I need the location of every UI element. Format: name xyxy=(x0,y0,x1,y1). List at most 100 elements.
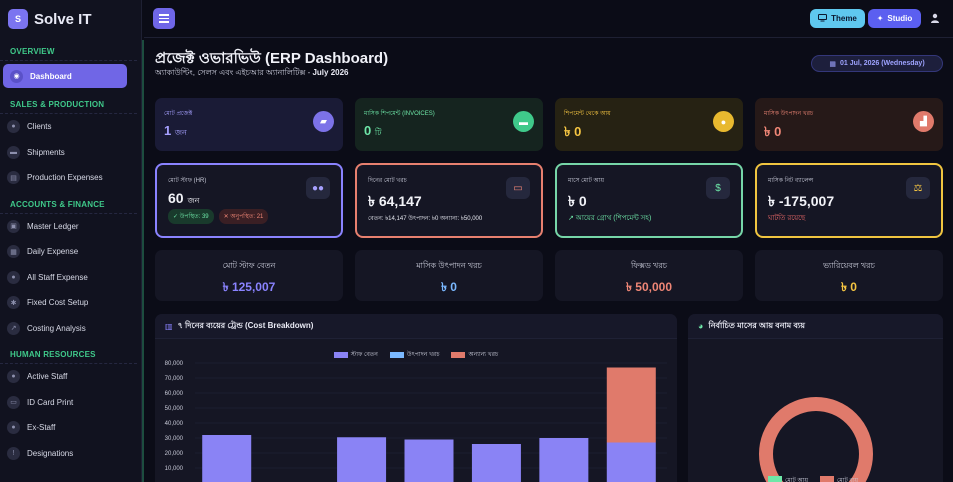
stat-card-footnote: ↗ আয়ের গ্রোথ (শিপমেন্ট সহ) xyxy=(568,215,652,222)
sidebar-item-all-staff-expense[interactable]: ● All Staff Expense xyxy=(0,265,141,291)
sidebar-item-ex-staff[interactable]: ● Ex-Staff xyxy=(0,415,141,441)
y-tick-label: 50,000 xyxy=(165,406,184,412)
sidebar-item-label: Master Ledger xyxy=(27,221,79,231)
bar[interactable] xyxy=(337,437,387,482)
kpi-card: মাসিক উৎপাদন খরচ ৳ 0 ▟ xyxy=(755,98,943,151)
summary-card: মোট স্টাফ বেতন ৳ 125,007 xyxy=(155,250,343,301)
stat-card-unit: জন xyxy=(187,196,200,205)
hamburger-icon-line xyxy=(159,21,169,23)
truck-icon: ▬ xyxy=(7,145,20,159)
donut-legend-swatch xyxy=(820,476,834,482)
attendance-chip: ✕ অনুপস্থিত: 21 xyxy=(218,209,269,224)
user-menu-icon[interactable] xyxy=(928,11,942,25)
kpi-card: মোট প্রজেক্ট 1 জন ▰ xyxy=(155,98,343,151)
stat-card-value-row: 60 জন xyxy=(168,190,330,208)
kpi-card-value: 0 xyxy=(364,123,372,138)
bar[interactable] xyxy=(606,442,656,482)
user-icon: ● xyxy=(7,120,20,134)
income-expense-panel-header: ◕ নির্বাচিত মাসের আয় বনাম ব্যয় xyxy=(688,314,943,339)
legend-swatch xyxy=(333,351,348,358)
donut-legend-swatch xyxy=(768,476,782,482)
users-icon: ● xyxy=(7,270,20,284)
summary-card-label: ফিক্সড খরচ xyxy=(630,261,668,270)
sparkle-icon: ✦ xyxy=(876,14,884,23)
stat-card-value: ৳ -175,007 xyxy=(768,193,835,209)
summary-card: মাসিক উৎপাদন খরচ ৳ 0 xyxy=(355,250,543,301)
summary-card-value: ৳ 50,000 xyxy=(625,280,672,294)
bar-chart-legend: স্টাফ বেতন উৎপাদন খরচ অন্যান্য খরচ xyxy=(155,349,677,360)
sidebar-item-dashboard[interactable]: ◉ Dashboard xyxy=(3,64,127,88)
sidebar-item-master-ledger[interactable]: ▣ Master Ledger xyxy=(0,214,141,240)
user-x-icon: ● xyxy=(7,421,20,435)
user-check-icon: ● xyxy=(7,370,20,384)
sidebar-section-title: SALES & PRODUCTION xyxy=(0,91,137,114)
stat-card-chips: ✓ উপস্থিত: 39 ✕ অনুপস্থিত: 21 xyxy=(168,209,269,224)
legend-swatch xyxy=(451,351,466,358)
income-expense-donut: মোট আয় মোট ব্যয় xyxy=(759,397,873,482)
date-badge[interactable]: ▦ 01 Jul, 2026 (Wednesday) xyxy=(811,55,943,72)
stat-card-value-row: ৳ 64,147 xyxy=(368,190,530,214)
sidebar-item-label: Costing Analysis xyxy=(27,323,86,333)
summary-card-value: ৳ 0 xyxy=(841,280,857,294)
money-icon: $ xyxy=(706,177,730,199)
sidebar-item-id-card-print[interactable]: ▭ ID Card Print xyxy=(0,390,141,416)
donut-slice[interactable] xyxy=(759,397,873,482)
stat-card-footnote: ঘাটতি রয়েছে xyxy=(768,215,806,222)
chart-icon: ↗ xyxy=(7,321,20,335)
legend-item[interactable]: স্টাফ বেতন xyxy=(333,349,378,360)
income-expense-title: নির্বাচিত মাসের আয় বনাম ব্যয় xyxy=(708,320,805,330)
bar[interactable] xyxy=(471,444,521,482)
sidebar-item-label: Designations xyxy=(27,448,74,458)
sidebar-item-daily-expense[interactable]: ▦ Daily Expense xyxy=(0,239,141,265)
studio-button-label: Studio xyxy=(887,14,913,23)
y-tick-label: 70,000 xyxy=(165,376,184,382)
stat-card-label: মোট স্টাফ (HR) xyxy=(168,178,207,184)
sidebar-section-title: ACCOUNTS & FINANCE xyxy=(0,191,137,214)
legend-item[interactable]: উৎপাদন খরচ xyxy=(389,349,439,360)
kpi-card-label: শিপমেন্ট থেকে আয় xyxy=(564,111,611,117)
receipt-icon: ▤ xyxy=(7,171,20,185)
sidebar-item-designations[interactable]: ! Designations xyxy=(0,441,141,467)
id-card-icon: ▭ xyxy=(7,395,20,409)
calendar-icon: ▦ xyxy=(7,245,20,259)
legend-swatch xyxy=(389,351,404,358)
bar[interactable] xyxy=(606,367,656,443)
menu-toggle-button[interactable] xyxy=(153,8,175,29)
summary-card-value: ৳ 125,007 xyxy=(222,280,276,294)
monitor-icon xyxy=(818,13,828,24)
stat-card: মাসিক নিট ব্যালেন্স ৳ -175,007 ⚖ ঘাটতি রয… xyxy=(755,163,943,238)
stat-card-footnote: বেতন: ৳14,147 উৎপাদন: ৳0 অন্যান্য: ৳50,0… xyxy=(368,216,483,222)
bar[interactable] xyxy=(404,439,454,482)
income-expense-panel: ◕ নির্বাচিত মাসের আয় বনাম ব্যয় মোট আয়… xyxy=(688,314,943,482)
badge-icon: ! xyxy=(7,446,20,460)
summary-card: ভ্যারিয়েবল খরচ ৳ 0 xyxy=(755,250,943,301)
y-tick-label: 30,000 xyxy=(165,436,184,442)
speedometer-icon: ◉ xyxy=(10,69,23,83)
sidebar-item-costing-analysis[interactable]: ↗ Costing Analysis xyxy=(0,316,141,342)
cost-bar-chart: 10,000 20,000 30,000 40,000 50,000 60,000 70,0… xyxy=(165,361,667,482)
sidebar-item-fixed-cost-setup[interactable]: ✱ Fixed Cost Setup xyxy=(0,290,141,316)
kpi-card-value-row: ৳ 0 xyxy=(564,123,734,144)
brand[interactable]: S Solve IT xyxy=(0,0,141,38)
factory-icon: ▟ xyxy=(913,111,934,132)
brand-name: Solve IT xyxy=(34,10,92,28)
bar[interactable] xyxy=(539,438,589,482)
sidebar-item-shipments[interactable]: ▬ Shipments xyxy=(0,140,141,166)
theme-button[interactable]: Theme xyxy=(810,9,865,28)
sidebar-item-label: Active Staff xyxy=(27,372,68,382)
kpi-card-value-row: 1 জন xyxy=(164,123,334,140)
studio-button[interactable]: ✦ Studio xyxy=(868,9,921,28)
sidebar-item-active-staff[interactable]: ● Active Staff xyxy=(0,364,141,390)
page-subtitle-period: July 2026 xyxy=(312,68,349,77)
topbar: Theme ✦ Studio xyxy=(144,0,953,38)
stat-card-value-row: ৳ 0 xyxy=(568,190,730,214)
bar[interactable] xyxy=(202,435,252,482)
users-icon: ●● xyxy=(306,177,330,199)
sidebar: S Solve IT OVERVIEW ◉ Dashboard SALES & PRO… xyxy=(0,0,142,482)
kpi-card-label: মাসিক শিপমেন্ট (INVOICES) xyxy=(364,111,435,117)
hamburger-icon-line xyxy=(159,17,169,20)
sidebar-item-label: Ex-Staff xyxy=(27,423,56,433)
legend-item[interactable]: অন্যান্য খরচ xyxy=(451,349,498,360)
sidebar-item-clients[interactable]: ● Clients xyxy=(0,114,141,140)
sidebar-item-production-expenses[interactable]: ▤ Production Expenses xyxy=(0,165,141,191)
